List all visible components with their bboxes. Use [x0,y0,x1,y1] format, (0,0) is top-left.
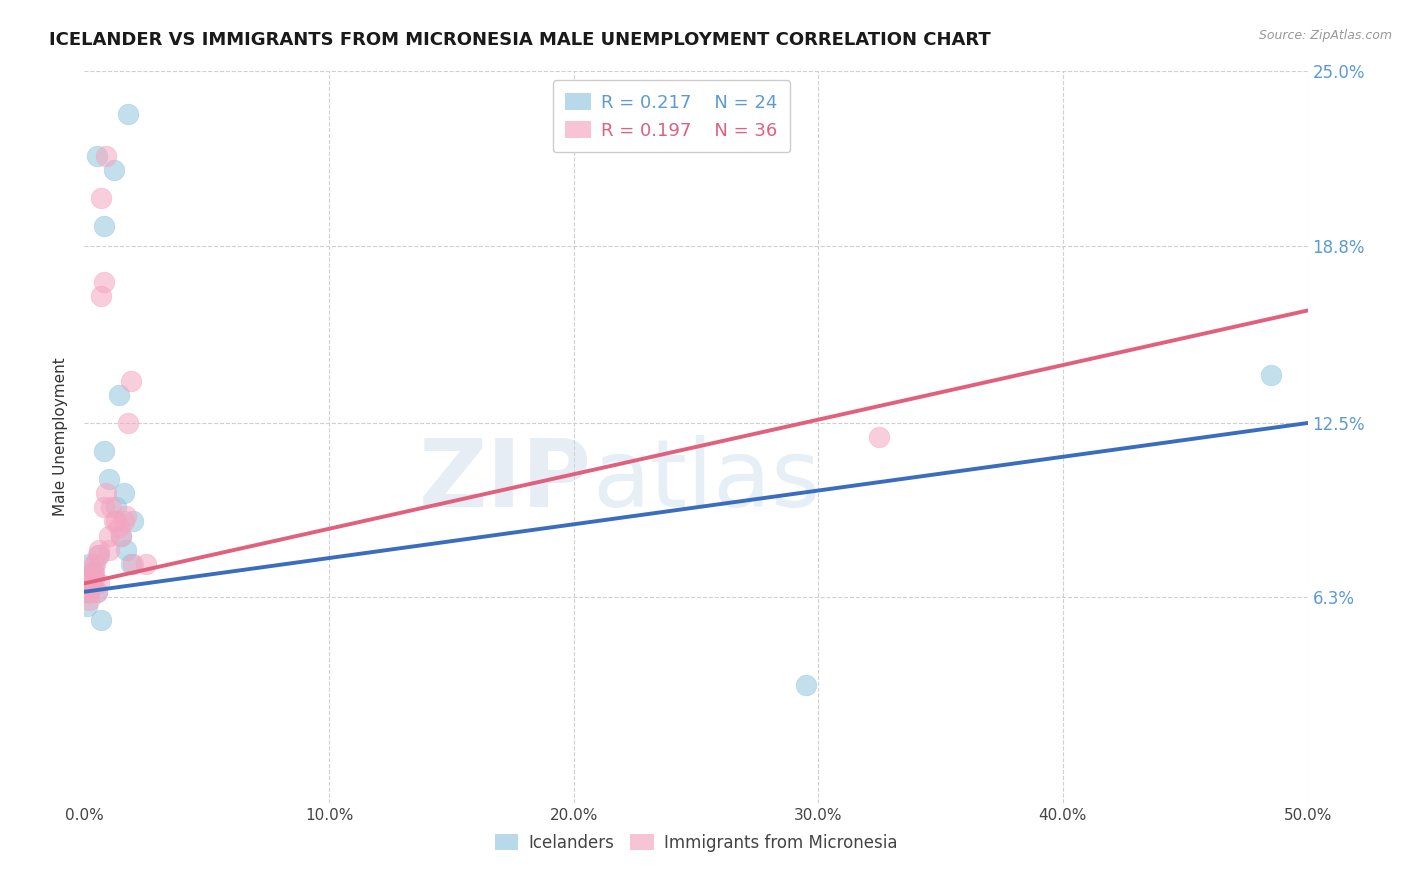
Point [110,528,132,542]
Point [110,528,132,542]
Text: Source: ZipAtlas.com: Source: ZipAtlas.com [1258,29,1392,42]
Point [1260,368,1282,383]
Point [86,584,108,599]
Point [117,106,139,120]
Point [103,162,125,177]
Point [84,557,107,571]
Point [122,557,145,571]
Point [96,149,118,163]
Point [83,565,105,579]
Point [93,276,115,290]
Point [86,584,108,599]
Y-axis label: Male Unemployment: Male Unemployment [53,358,69,516]
Text: atlas: atlas [592,435,820,527]
Point [80,571,103,585]
Point [76,584,98,599]
Point [83,557,105,571]
Point [77,593,100,607]
Point [93,500,115,515]
Point [107,388,129,402]
Point [87,548,110,562]
Point [869,430,891,444]
Point [87,548,110,562]
Point [115,542,138,557]
Point [105,515,128,529]
Point [107,520,129,534]
Point [93,444,115,458]
Point [80,576,103,591]
Point [93,219,115,233]
Point [112,486,135,500]
Point [77,584,100,599]
Point [794,678,817,692]
Point [112,515,135,529]
Point [135,557,157,571]
Point [77,571,100,585]
Point [115,508,138,523]
Point [105,500,128,515]
Point [117,416,139,430]
Point [77,557,100,571]
Point [100,500,122,515]
Point [86,149,108,163]
Point [97,542,120,557]
Point [76,599,98,613]
Point [76,576,98,591]
Point [103,515,125,529]
Point [97,472,120,486]
Point [97,528,120,542]
Point [79,576,101,591]
Point [77,584,100,599]
Point [82,565,104,579]
Point [90,613,112,627]
Text: ZIP: ZIP [419,435,592,527]
Legend: Icelanders, Immigrants from Micronesia: Icelanders, Immigrants from Micronesia [486,826,905,860]
Text: ICELANDER VS IMMIGRANTS FROM MICRONESIA MALE UNEMPLOYMENT CORRELATION CHART: ICELANDER VS IMMIGRANTS FROM MICRONESIA … [49,31,991,49]
Point [87,576,110,591]
Point [120,557,142,571]
Point [83,571,105,585]
Point [122,515,145,529]
Point [96,486,118,500]
Point [120,374,142,388]
Point [80,576,103,591]
Point [90,191,112,205]
Point [77,584,100,599]
Point [87,542,110,557]
Point [90,289,112,303]
